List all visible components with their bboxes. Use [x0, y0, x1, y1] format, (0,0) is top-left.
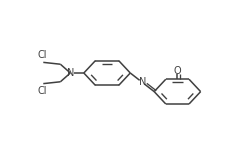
- Text: Cl: Cl: [37, 86, 47, 96]
- Text: N: N: [67, 68, 74, 78]
- Text: Cl: Cl: [37, 50, 47, 60]
- Text: N: N: [139, 77, 146, 87]
- Text: O: O: [174, 66, 181, 76]
